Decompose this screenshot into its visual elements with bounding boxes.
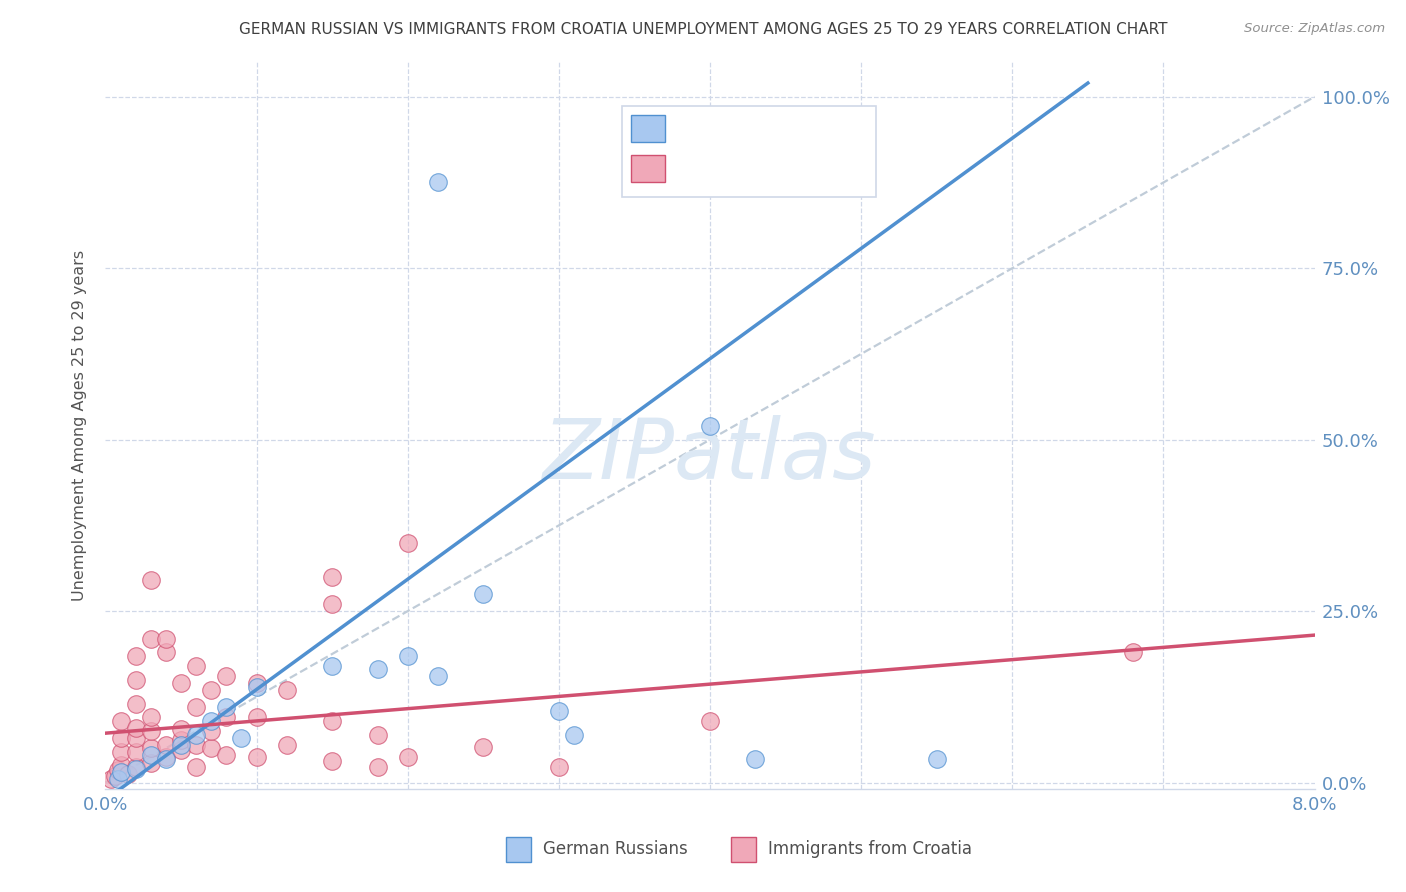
Point [1122, 645, 1144, 659]
Text: R = 0.197: R = 0.197 [681, 160, 778, 178]
Point [215, 748, 238, 763]
Point [110, 731, 132, 745]
Point [110, 765, 132, 780]
Point [200, 741, 222, 756]
Point [139, 573, 162, 587]
Point [125, 673, 148, 687]
FancyBboxPatch shape [631, 155, 665, 182]
Point [103, 769, 125, 783]
Text: N = 56: N = 56 [792, 160, 859, 178]
Point [110, 758, 132, 772]
Point [170, 738, 193, 752]
Point [367, 662, 389, 676]
Point [139, 756, 162, 771]
Point [139, 741, 162, 756]
Point [186, 727, 208, 741]
Point [699, 714, 721, 728]
Point [186, 760, 208, 774]
Point [321, 597, 343, 611]
Point [562, 727, 585, 741]
Text: German Russians: German Russians [543, 840, 688, 858]
Text: ZIPatlas: ZIPatlas [543, 415, 877, 496]
Point [200, 714, 222, 728]
Point [548, 760, 571, 774]
Text: GERMAN RUSSIAN VS IMMIGRANTS FROM CROATIA UNEMPLOYMENT AMONG AGES 25 TO 29 YEARS: GERMAN RUSSIAN VS IMMIGRANTS FROM CROATI… [239, 22, 1167, 37]
Point [139, 710, 162, 724]
Point [925, 751, 948, 765]
Point [427, 176, 450, 190]
Point [246, 710, 269, 724]
Point [125, 762, 148, 776]
Point [170, 733, 193, 747]
Point [200, 724, 222, 739]
Point [155, 738, 177, 752]
Point [367, 760, 389, 774]
Text: N = 21: N = 21 [792, 120, 859, 137]
FancyBboxPatch shape [631, 115, 665, 143]
Point [246, 676, 269, 690]
Point [321, 659, 343, 673]
Point [396, 535, 419, 549]
Point [125, 697, 148, 711]
Point [215, 710, 238, 724]
Point [231, 731, 253, 745]
Point [472, 739, 495, 754]
Point [110, 714, 132, 728]
Text: Immigrants from Croatia: Immigrants from Croatia [768, 840, 972, 858]
Point [125, 760, 148, 774]
Point [155, 645, 177, 659]
Point [100, 772, 122, 786]
Point [125, 745, 148, 759]
Point [170, 742, 193, 756]
Point [125, 731, 148, 745]
FancyBboxPatch shape [621, 106, 876, 197]
Point [396, 648, 419, 663]
Point [367, 727, 389, 741]
Text: R = 0.512: R = 0.512 [681, 120, 778, 137]
Point [246, 749, 269, 764]
Point [321, 754, 343, 768]
Y-axis label: Unemployment Among Ages 25 to 29 years: Unemployment Among Ages 25 to 29 years [72, 251, 87, 601]
Point [186, 659, 208, 673]
Point [246, 680, 269, 694]
Point [107, 763, 129, 777]
Point [699, 419, 721, 434]
Point [276, 738, 298, 752]
Point [139, 632, 162, 646]
Point [155, 749, 177, 764]
Point [110, 745, 132, 759]
Point [215, 669, 238, 683]
Point [396, 749, 419, 764]
Point [155, 751, 177, 765]
Point [107, 772, 129, 786]
Point [117, 767, 139, 781]
Point [321, 714, 343, 728]
Text: Source: ZipAtlas.com: Source: ZipAtlas.com [1244, 22, 1385, 36]
Point [155, 632, 177, 646]
Point [186, 700, 208, 714]
Point [170, 722, 193, 736]
Point [427, 669, 450, 683]
Point [125, 648, 148, 663]
Point [215, 700, 238, 714]
Point [276, 683, 298, 698]
Point [472, 587, 495, 601]
Point [170, 676, 193, 690]
Point [744, 751, 766, 765]
Point [139, 724, 162, 739]
Point [139, 748, 162, 763]
Point [125, 721, 148, 735]
Point [186, 738, 208, 752]
Point [321, 570, 343, 584]
Point [548, 704, 571, 718]
Point [200, 683, 222, 698]
